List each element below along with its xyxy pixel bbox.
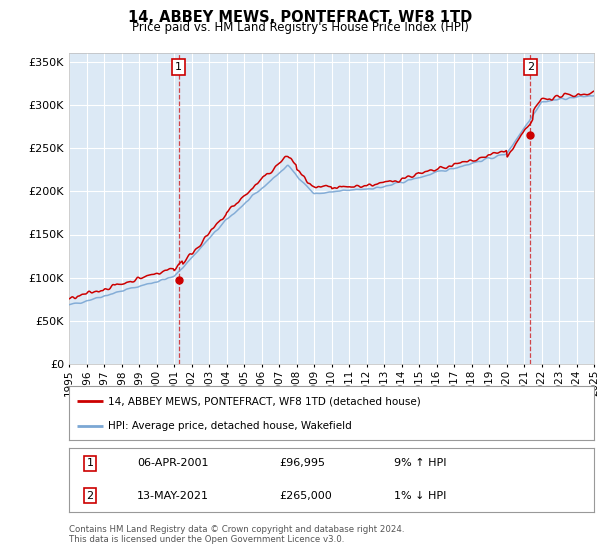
Text: 14, ABBEY MEWS, PONTEFRACT, WF8 1TD (detached house): 14, ABBEY MEWS, PONTEFRACT, WF8 1TD (det… (109, 396, 421, 407)
Text: 14, ABBEY MEWS, PONTEFRACT, WF8 1TD: 14, ABBEY MEWS, PONTEFRACT, WF8 1TD (128, 10, 472, 25)
Text: 9% ↑ HPI: 9% ↑ HPI (395, 459, 447, 469)
Text: 2: 2 (527, 62, 534, 72)
Text: 13-MAY-2021: 13-MAY-2021 (137, 491, 209, 501)
Text: 2: 2 (86, 491, 94, 501)
Text: This data is licensed under the Open Government Licence v3.0.: This data is licensed under the Open Gov… (69, 535, 344, 544)
Text: £265,000: £265,000 (279, 491, 332, 501)
Text: HPI: Average price, detached house, Wakefield: HPI: Average price, detached house, Wake… (109, 421, 352, 431)
Text: Contains HM Land Registry data © Crown copyright and database right 2024.: Contains HM Land Registry data © Crown c… (69, 525, 404, 534)
Text: 06-APR-2001: 06-APR-2001 (137, 459, 209, 469)
Text: 1% ↓ HPI: 1% ↓ HPI (395, 491, 447, 501)
Text: 1: 1 (175, 62, 182, 72)
Text: Price paid vs. HM Land Registry's House Price Index (HPI): Price paid vs. HM Land Registry's House … (131, 21, 469, 35)
Text: £96,995: £96,995 (279, 459, 325, 469)
Text: 1: 1 (86, 459, 94, 469)
